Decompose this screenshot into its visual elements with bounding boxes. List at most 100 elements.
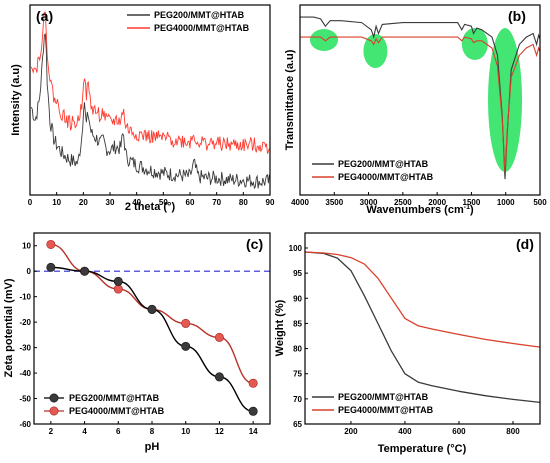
panel-a-xtick-label: 70	[212, 198, 221, 207]
panel-c-label: (c)	[246, 236, 263, 252]
panel-b-legend: PEG200/MMT@HTAB PEG4000/MMT@HTAB	[312, 159, 434, 182]
panel-d-ylabel: Weight (%)	[274, 299, 286, 356]
panel-c-xtick-label: 12	[215, 427, 224, 436]
tga-line-peg200	[304, 251, 541, 404]
panel-a-xtick-label: 40	[132, 198, 141, 207]
panel-d-ytick-label: 85	[293, 319, 302, 328]
panel-b-highlight-bands	[310, 28, 523, 172]
legend-c-peg4000-marker	[49, 406, 59, 416]
panel-d-legend: PEG200/MMT@HTAB PEG4000/MMT@HTAB	[312, 392, 434, 415]
panel-c-xlabel: pH	[145, 441, 160, 453]
panel-a-xtick-label: 10	[52, 198, 61, 207]
panel-a-lines	[30, 11, 270, 190]
tga-line-peg4000	[304, 251, 541, 348]
panel-b-label: (b)	[508, 8, 526, 24]
ftir-line-peg4000	[300, 36, 541, 172]
panel-b-xlabel: Wavenumbers (cm-1)	[366, 204, 474, 216]
panel-c-ytick-label: 0	[27, 267, 32, 276]
panel-b-xtick-label: 4000	[291, 198, 309, 207]
panel-d-xtick-label: 400	[398, 427, 412, 436]
panel-d-label: (d)	[516, 236, 534, 252]
panel-c-ytick-label: -50	[19, 395, 31, 404]
panel-b-frame	[299, 4, 541, 196]
panel-b-xtick-label: 2500	[394, 198, 412, 207]
legend-d-peg200-label: PEG200/MMT@HTAB	[338, 392, 429, 402]
zeta-point-peg4000	[181, 318, 191, 328]
panel-d-ytick-label: 70	[293, 395, 302, 404]
panel-a-xtick-label: 80	[239, 198, 248, 207]
zeta-point-peg4000	[248, 378, 258, 388]
panel-c-ytick-label: -40	[19, 369, 31, 378]
panel-b-xlabel-sup: -1	[464, 204, 470, 211]
panel-a-xtick-label: 50	[159, 198, 168, 207]
panel-a-xrd: 0 10 20 30 40 50 60 70 80 90 (a) 2 theta (°) Inte…	[10, 4, 275, 213]
panel-b-xtick-label: 1000	[497, 198, 515, 207]
legend-a-peg200-label: PEG200/MMT@HTAB	[154, 10, 245, 20]
panel-c-xtick-label: 8	[150, 427, 155, 436]
panel-d-xtick-label: 600	[452, 427, 466, 436]
zeta-point-peg200	[113, 276, 123, 286]
panel-a-label: (a)	[36, 8, 53, 24]
panel-c-legend: PEG200/MMT@HTAB PEG4000/MMT@HTAB	[44, 393, 165, 416]
panel-c-ytick-label: -20	[19, 318, 31, 327]
panel-a-xtick-label: 60	[186, 198, 195, 207]
panel-d-xlabel: Temperature (°C)	[378, 443, 467, 455]
panel-b-lines	[300, 16, 541, 180]
panel-a-xtick-label: 30	[106, 198, 115, 207]
panel-c-zeta: 2 4 6 8 10 12 14 10 0 -10 -20 -30 -40 -50 -60 (c) pH Z…	[3, 232, 271, 453]
legend-b-peg4000-label: PEG4000/MMT@HTAB	[338, 172, 434, 182]
panel-d-lines	[304, 251, 541, 404]
panel-d-xtick-label: 800	[506, 427, 520, 436]
panel-d-ytick-label: 90	[293, 294, 302, 303]
panel-a-xtick-label: 0	[28, 198, 33, 207]
legend-a-peg4000-label: PEG4000/MMT@HTAB	[154, 23, 250, 33]
panel-c-ylabel: Zeta potential (mV)	[3, 278, 15, 377]
panel-b-xlabel-end: )	[470, 204, 474, 216]
panel-d-frame	[304, 232, 541, 425]
panel-c-ticks: 2 4 6 8 10 12 14 10 0 -10 -20 -30 -40 -50 -60	[19, 242, 258, 436]
panel-b-ftir: 4000 3500 3000 2500 2000 1500 1000 500 (b) Wave…	[284, 4, 547, 216]
zeta-point-peg4000	[214, 332, 224, 342]
panel-a-xtick-label: 90	[266, 198, 275, 207]
zeta-point-peg200	[214, 372, 224, 382]
xrd-line-peg4000	[30, 11, 270, 154]
ftir-highlight-band	[461, 28, 488, 60]
panel-c-xtick-label: 6	[116, 427, 121, 436]
panel-a-ticks: 0 10 20 30 40 50 60 70 80 90	[28, 192, 275, 207]
panel-b-xtick-label: 3500	[325, 198, 343, 207]
panel-b-ylabel: Transmittance (a.u)	[284, 49, 296, 150]
panel-c-ytick-label: -10	[19, 293, 31, 302]
ftir-highlight-band	[363, 34, 388, 68]
zeta-point-peg200	[46, 262, 56, 272]
panel-d-xtick-label: 200	[344, 427, 358, 436]
panel-c-ytick-label: -60	[19, 420, 31, 429]
panel-d-tga: 200 400 600 800 100 95 90 85 80 75 70 65 (d) Temper…	[274, 232, 541, 455]
panel-d-ytick-label: 100	[289, 244, 303, 253]
ftir-line-peg200	[300, 16, 541, 180]
zeta-point-peg200	[147, 304, 157, 314]
panel-c-xtick-label: 4	[82, 427, 87, 436]
panel-b-xlabel-main: Wavenumbers (cm	[366, 204, 464, 216]
legend-c-peg200-marker	[49, 393, 59, 403]
panel-c-xtick-label: 14	[249, 427, 258, 436]
panel-b-xtick-label: 500	[533, 198, 547, 207]
panel-b-ticks: 4000 3500 3000 2500 2000 1500 1000 500	[291, 192, 547, 207]
panel-c-xtick-label: 2	[49, 427, 54, 436]
zeta-point-peg200	[80, 266, 90, 276]
zeta-point-peg4000	[113, 284, 123, 294]
panel-c-ytick-label: -30	[19, 344, 31, 353]
panel-c-ytick-label: 10	[22, 242, 31, 251]
xrd-line-peg200	[30, 33, 270, 190]
panel-b-xtick-label: 1500	[463, 198, 481, 207]
panel-a-ylabel: Intensity (a.u)	[10, 64, 22, 136]
legend-c-peg200-label: PEG200/MMT@HTAB	[69, 393, 160, 403]
panel-a-frame	[29, 4, 271, 196]
ftir-highlight-band	[488, 28, 523, 172]
panel-d-ytick-label: 65	[293, 420, 302, 429]
panel-c-xtick-label: 10	[181, 427, 190, 436]
panel-d-ticks: 200 400 600 800 100 95 90 85 80 75 70 65	[289, 244, 521, 436]
panel-a-xlabel: 2 theta (°)	[125, 201, 176, 213]
panel-d-ytick-label: 95	[293, 269, 302, 278]
panel-c-lines	[34, 239, 270, 416]
